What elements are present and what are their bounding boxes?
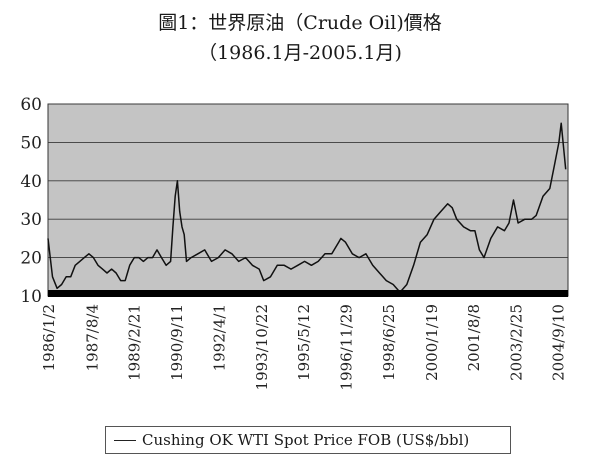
x-tick-label: 2004/9/10 xyxy=(549,304,567,381)
legend-line-swatch xyxy=(114,439,136,441)
legend: Cushing OK WTI Spot Price FOB (US$/bbl) xyxy=(105,426,511,454)
x-tick-label: 1990/9/11 xyxy=(168,304,186,381)
chart-subtitle: （1986.1月-2005.1月) xyxy=(198,42,402,64)
y-tick-label: 60 xyxy=(20,95,42,115)
x-tick-label: 2000/1/19 xyxy=(423,304,441,381)
x-tick-label: 1998/6/25 xyxy=(380,304,398,381)
x-tick-label: 2001/8/8 xyxy=(465,304,483,371)
y-tick-label: 10 xyxy=(20,287,42,307)
x-tick-label: 1996/11/29 xyxy=(337,304,355,390)
y-tick-label: 40 xyxy=(20,172,42,192)
x-axis-baseline xyxy=(48,290,568,297)
x-tick-label: 1987/8/4 xyxy=(83,304,101,371)
x-tick-label: 1995/5/12 xyxy=(295,304,313,381)
x-tick-label: 1986/1/2 xyxy=(40,304,58,371)
y-tick-label: 50 xyxy=(20,133,42,153)
legend-label: Cushing OK WTI Spot Price FOB (US$/bbl) xyxy=(142,431,470,449)
x-tick-label: 1989/2/21 xyxy=(126,304,144,381)
chart-title: 圖1：世界原油（Crude Oil)價格 xyxy=(158,12,442,34)
x-tick-label: 1993/10/22 xyxy=(253,304,271,390)
y-tick-label: 30 xyxy=(20,210,42,230)
x-tick-label: 1992/4/1 xyxy=(210,304,228,371)
y-tick-label: 20 xyxy=(20,249,42,269)
plot-area xyxy=(47,103,569,297)
x-tick-label: 2003/2/25 xyxy=(507,304,525,381)
series-line xyxy=(47,122,567,293)
